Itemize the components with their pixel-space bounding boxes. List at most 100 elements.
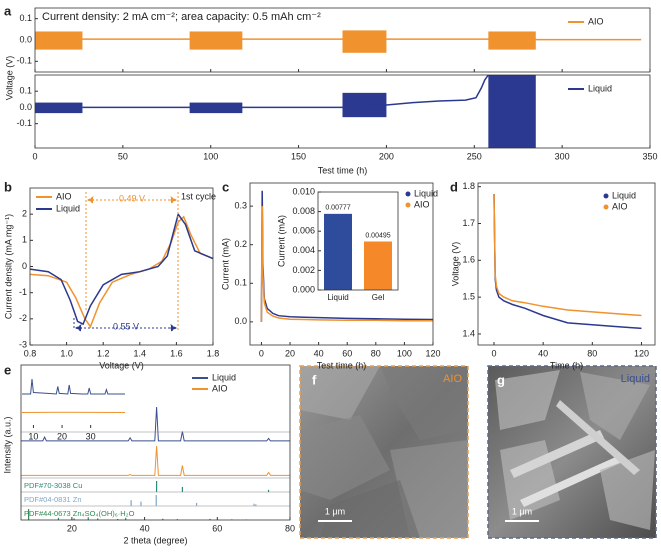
data-line — [493, 193, 642, 330]
x-tick-label: 1.8 — [207, 348, 220, 358]
x-tick-label: 40 — [140, 523, 150, 533]
plot-frame — [249, 182, 434, 346]
cycling-band — [488, 31, 536, 50]
y-tick-label: 1.7 — [462, 218, 475, 228]
y-tick-label: 0.0 — [234, 316, 247, 326]
legend-label: AIO — [414, 199, 430, 209]
axis-label: Current density (mA mg⁻¹) — [3, 214, 13, 319]
x-tick-label: 150 — [291, 151, 306, 161]
data-line — [82, 74, 489, 109]
y-tick-label: 0.006 — [292, 226, 315, 236]
data-line — [29, 215, 214, 329]
sem-image-g — [487, 365, 657, 539]
legend-label: AIO — [212, 383, 228, 393]
y-tick-label: 0.0 — [19, 34, 32, 44]
cycling-band — [35, 102, 83, 114]
annotation: 1st cycle — [181, 191, 216, 201]
x-tick-label: 60 — [342, 348, 352, 358]
legend-label: Liquid — [212, 372, 236, 382]
legend-label: Liquid — [588, 83, 612, 93]
y-tick-label: 0.002 — [292, 265, 315, 275]
y-tick-label: 0.0 — [19, 102, 32, 112]
x-tick-label: 50 — [118, 151, 128, 161]
image-caption: AIO — [443, 373, 462, 385]
y-tick-label: 0.004 — [292, 245, 315, 255]
axis-label: Current (mA) — [220, 238, 230, 290]
y-tick-label: -2 — [19, 313, 27, 323]
legend-label: Liquid — [612, 190, 636, 200]
y-tick-label: -1 — [19, 287, 27, 297]
axis-label: Test time (h) — [318, 165, 368, 175]
x-tick-label: 1.0 — [60, 348, 73, 358]
y-tick-label: 0.1 — [19, 13, 32, 23]
axis-label: Voltage (V) — [4, 56, 14, 101]
x-tick-label: 20 — [285, 348, 295, 358]
data-line — [34, 38, 642, 41]
x-tick-label: Liquid — [327, 293, 348, 302]
axis-label: Intensity (a.u.) — [2, 416, 12, 473]
panel-label: e — [4, 362, 11, 377]
x-tick-label: 60 — [212, 523, 222, 533]
reference-label: PDF#70-3038 Cu — [24, 481, 82, 490]
cycling-band — [35, 31, 83, 50]
legend-label: AIO — [588, 16, 604, 26]
reference-label: PDF#04-0831 Zn — [24, 495, 82, 504]
axis-label: Test time (h) — [317, 360, 367, 370]
cycling-band — [342, 30, 387, 53]
axis-label: Time (h) — [550, 360, 583, 370]
chart-title: Current density: 2 mA cm⁻²; area capacit… — [42, 11, 321, 23]
y-tick-label: 1.8 — [462, 181, 475, 191]
panel-label: f — [312, 372, 317, 387]
y-tick-label: 0.008 — [292, 206, 315, 216]
y-tick-label: 0.3 — [234, 201, 247, 211]
y-tick-label: 1.6 — [462, 255, 475, 265]
y-tick-label: 1.4 — [462, 328, 475, 338]
x-tick-label: 10 — [28, 431, 38, 441]
x-tick-label: 20 — [67, 523, 77, 533]
legend-swatch — [405, 191, 411, 197]
x-tick-label: 100 — [397, 348, 412, 358]
x-tick-label: 80 — [371, 348, 381, 358]
y-tick-label: 0.1 — [234, 278, 247, 288]
x-tick-label: 1.2 — [97, 348, 110, 358]
panel-label: g — [497, 372, 505, 387]
x-tick-label: 0.8 — [24, 348, 37, 358]
x-tick-label: 0 — [32, 151, 37, 161]
x-tick-label: 1.4 — [134, 348, 147, 358]
sem-image-f — [299, 365, 469, 539]
bar — [364, 241, 392, 290]
legend-label: AIO — [56, 191, 72, 201]
legend-swatch — [603, 204, 609, 210]
y-tick-label: 0.1 — [19, 86, 32, 96]
legend-label: Liquid — [56, 203, 80, 213]
panel-label: c — [222, 179, 229, 194]
y-tick-label: -0.1 — [16, 56, 32, 66]
axis-label: Voltage (V) — [450, 242, 460, 287]
x-tick-label: 0 — [491, 348, 496, 358]
value-label: 0.00777 — [325, 205, 350, 212]
panel-label: a — [4, 3, 12, 18]
x-tick-label: 40 — [538, 348, 548, 358]
y-tick-label: 2 — [22, 209, 27, 219]
x-tick-label: 100 — [203, 151, 218, 161]
data-line — [493, 193, 642, 317]
data-line — [21, 445, 290, 476]
y-tick-label: 0.000 — [292, 284, 315, 294]
x-tick-label: 30 — [86, 431, 96, 441]
value-label: 0.00495 — [365, 232, 390, 239]
legend-swatch — [405, 202, 411, 208]
legend-label: Liquid — [414, 188, 438, 198]
image-caption: Liquid — [621, 373, 650, 385]
data-line — [29, 212, 214, 326]
cycling-band — [189, 31, 243, 50]
data-line — [260, 206, 433, 322]
annotation-line — [85, 192, 179, 330]
legend-swatch — [603, 193, 609, 199]
axis-label: Current (mA) — [276, 215, 286, 267]
scale-bar-label: 1 μm — [512, 506, 532, 516]
y-tick-label: 1.5 — [462, 292, 475, 302]
x-tick-label: 250 — [467, 151, 482, 161]
annotation-arrow — [75, 324, 177, 332]
